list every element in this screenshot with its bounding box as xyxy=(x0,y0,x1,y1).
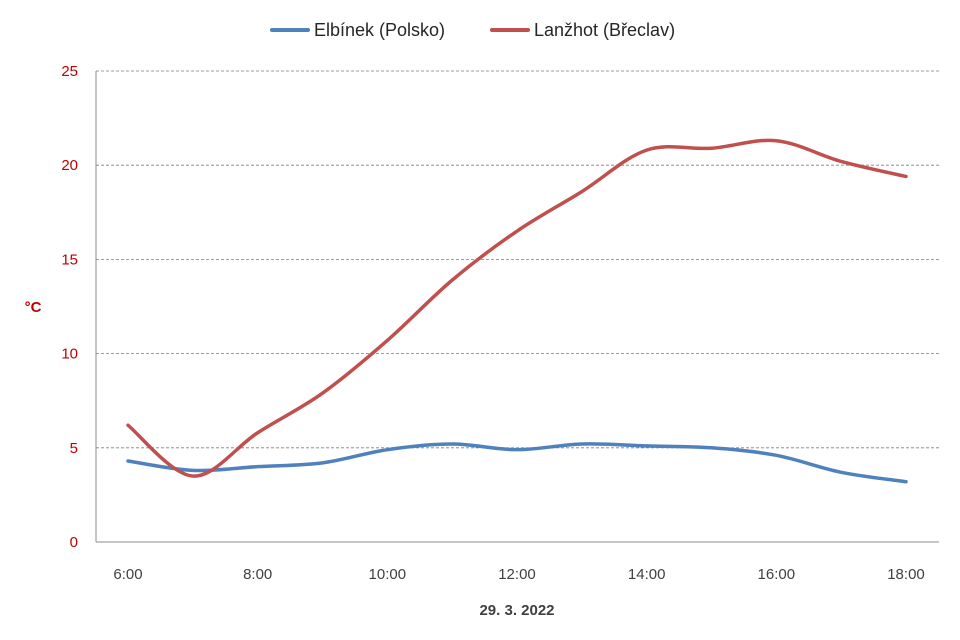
legend-label: Elbínek (Polsko) xyxy=(314,20,445,40)
y-tick-label: 10 xyxy=(61,346,78,363)
x-axis-label: 29. 3. 2022 xyxy=(479,602,554,619)
x-tick-label: 12:00 xyxy=(498,566,536,583)
y-tick-label: 5 xyxy=(70,440,78,457)
legend-label: Lanžhot (Břeclav) xyxy=(534,20,675,40)
y-tick-label: 20 xyxy=(61,157,78,174)
x-tick-label: 6:00 xyxy=(113,566,142,583)
x-tick-label: 10:00 xyxy=(369,566,407,583)
axes xyxy=(95,71,939,543)
legend-item-2: Lanžhot (Břeclav) xyxy=(490,20,675,40)
legend-item-1: Elbínek (Polsko) xyxy=(270,20,445,40)
x-tick-label: 8:00 xyxy=(243,566,272,583)
x-tick-label: 18:00 xyxy=(887,566,925,583)
series-line-1 xyxy=(126,442,908,484)
legend: Elbínek (Polsko) Lanžhot (Břeclav) xyxy=(270,20,675,40)
series-lines xyxy=(126,138,908,484)
series-line-2 xyxy=(126,138,908,478)
x-tick-label: 16:00 xyxy=(758,566,796,583)
y-tick-label: 0 xyxy=(70,534,78,551)
y-tick-label: 25 xyxy=(61,63,78,80)
x-tick-label: 14:00 xyxy=(628,566,666,583)
gridlines xyxy=(96,70,939,449)
y-tick-label: 15 xyxy=(61,251,78,268)
x-tick-labels: 6:00 8:00 10:00 12:00 14:00 16:00 18:00 xyxy=(113,566,924,583)
y-tick-labels: 0 5 10 15 20 25 xyxy=(61,63,78,551)
y-axis-label: °C xyxy=(25,299,42,316)
